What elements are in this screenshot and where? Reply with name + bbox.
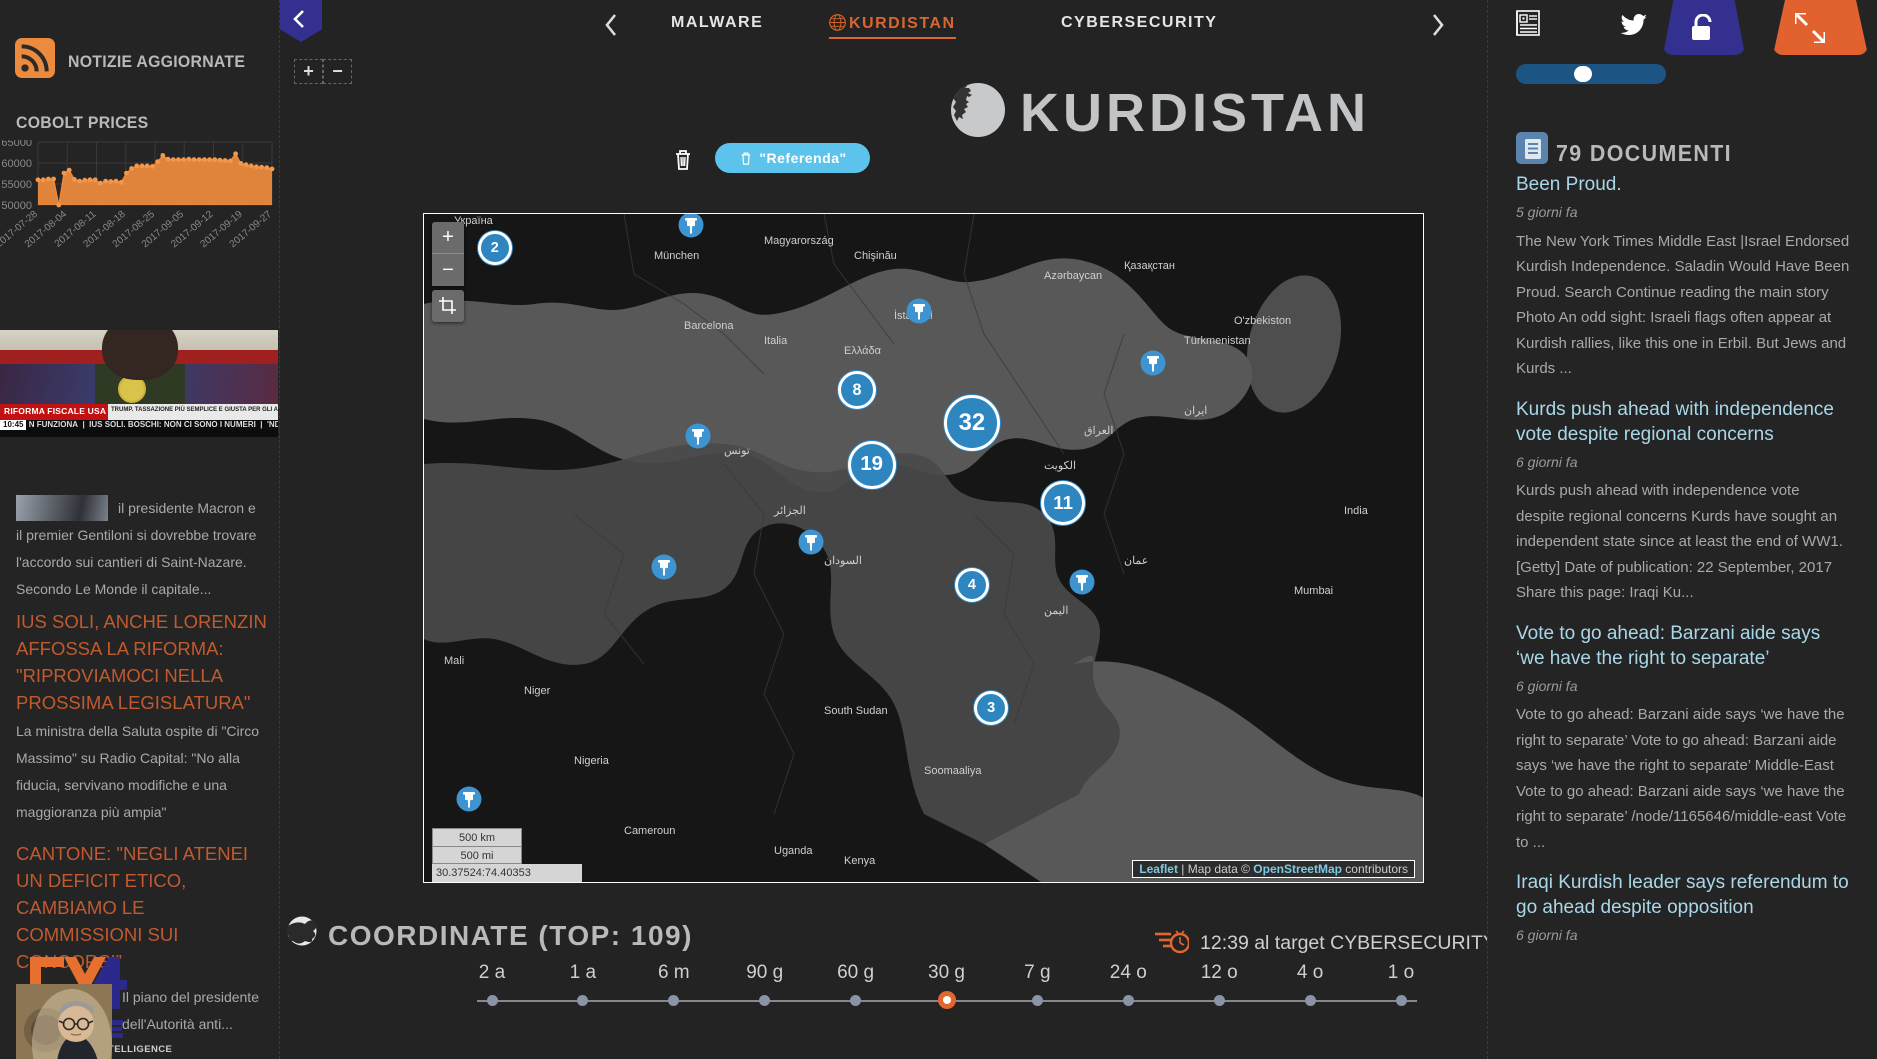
svg-text:Cameroun: Cameroun — [624, 825, 675, 837]
svg-text:München: München — [654, 250, 699, 262]
svg-text:Mumbai: Mumbai — [1294, 585, 1333, 597]
svg-text:Azərbaycan: Azərbaycan — [1044, 270, 1102, 282]
svg-text:الكويت: الكويت — [1044, 460, 1076, 472]
svg-text:Chişinău: Chişinău — [854, 250, 897, 262]
svg-text:Italia: Italia — [764, 335, 788, 347]
svg-text:50000: 50000 — [1, 200, 32, 212]
svg-text:العراق: العراق — [1084, 425, 1113, 437]
svg-text:Türkmenistan: Türkmenistan — [1184, 335, 1251, 347]
svg-text:Niger: Niger — [524, 685, 551, 697]
svg-text:Uganda: Uganda — [774, 845, 813, 857]
svg-text:India: India — [1344, 505, 1369, 517]
svg-text:60000: 60000 — [1, 158, 32, 170]
svg-text:اليمن: اليمن — [1044, 605, 1068, 617]
svg-text:Soomaaliya: Soomaaliya — [924, 765, 982, 777]
svg-text:Kenya: Kenya — [844, 855, 876, 867]
svg-text:Mali: Mali — [444, 655, 464, 667]
svg-text:تونس: تونس — [724, 445, 750, 457]
svg-text:Ελλάδα: Ελλάδα — [844, 345, 882, 357]
svg-text:السودان: السودان — [824, 555, 862, 567]
svg-text:South Sudan: South Sudan — [824, 705, 888, 717]
svg-text:الجزائر: الجزائر — [773, 505, 806, 517]
svg-text:Barcelona: Barcelona — [684, 320, 734, 332]
svg-text:ایران: ایران — [1184, 405, 1207, 417]
svg-text:65000: 65000 — [1, 140, 32, 149]
svg-text:55000: 55000 — [1, 179, 32, 191]
svg-text:Nigeria: Nigeria — [574, 755, 610, 767]
svg-text:Magyarország: Magyarország — [764, 235, 834, 247]
svg-text:Қазақстан: Қазақстан — [1124, 260, 1175, 272]
svg-text:O'zbekiston: O'zbekiston — [1234, 315, 1291, 327]
svg-text:عمان: عمان — [1124, 555, 1148, 567]
